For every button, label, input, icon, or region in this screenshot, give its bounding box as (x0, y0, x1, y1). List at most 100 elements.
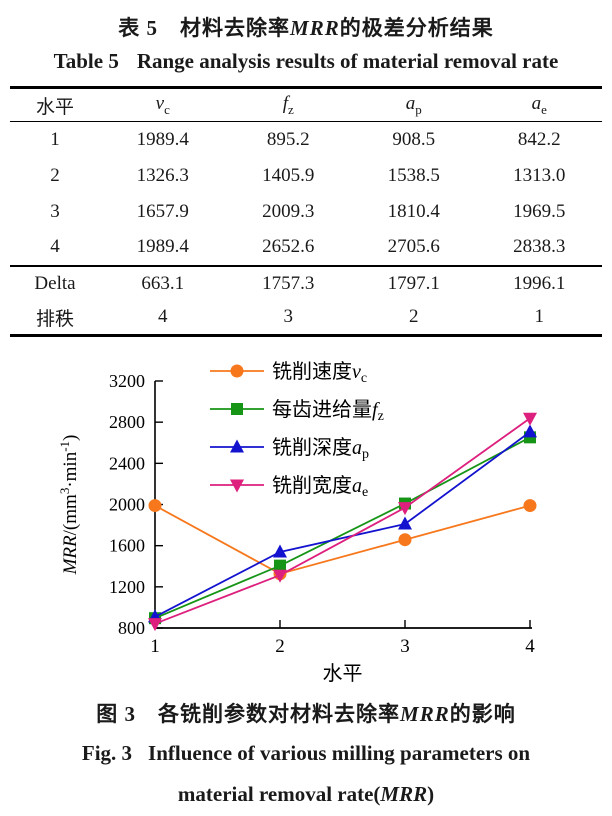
cell-value: 1989.4 (136, 128, 189, 150)
series-marker-3 (398, 502, 412, 516)
series-marker-3 (273, 569, 287, 583)
cell-value: 1657.9 (136, 200, 189, 222)
cell-value: 1989.4 (136, 236, 189, 257)
table-row: 1 1989.4 895.2 908.5 842.2 (10, 122, 602, 158)
cell-value: 1538.5 (387, 164, 440, 186)
x-tick-label: 4 (525, 636, 535, 657)
text-part: v (352, 361, 361, 383)
table-title-en-text: Range analysis results of material remov… (136, 49, 559, 73)
series-marker-0 (398, 533, 412, 547)
cell-value: 842.2 (517, 128, 561, 150)
legend-marker-0 (230, 364, 244, 378)
series-marker-2 (398, 516, 412, 530)
legend-marker-1 (231, 403, 243, 415)
x-tick-label: 2 (275, 636, 285, 657)
column-header-v_c: vc (100, 88, 226, 122)
legend-label-1: 每齿进给量fz (272, 398, 384, 424)
series-line-1 (154, 436, 531, 620)
cell-value: 1810.4 (387, 200, 440, 222)
series-marker-3 (523, 412, 537, 426)
x-axis-title: 水平 (323, 662, 363, 685)
series-marker-2 (273, 544, 287, 558)
series-marker-0 (523, 499, 537, 513)
text-part: c (361, 371, 367, 386)
row-label: 排秩 (35, 308, 74, 330)
text-part: 铣削宽度 (272, 474, 352, 497)
text-part: a (405, 92, 416, 114)
figure-caption-en-text2: material removal rate( (177, 782, 381, 806)
series-marker-2 (523, 424, 537, 438)
text-part: ) (60, 435, 81, 441)
series-line-2 (154, 431, 531, 618)
cell-value: 2 (409, 306, 419, 328)
column-header-水平: 水平 (10, 88, 100, 122)
text-part: z (288, 101, 294, 117)
text-part: e (362, 485, 368, 500)
text-part: v (155, 92, 165, 114)
figure-caption-en-label: Fig. 3 (81, 741, 133, 765)
cell-value: 1797.1 (387, 272, 440, 294)
text-part: c (164, 101, 170, 117)
legend-label-3: 铣削宽度ae (272, 474, 368, 500)
series-marker-3 (148, 618, 162, 632)
text-part: f (282, 92, 288, 114)
row-label: 2 (50, 164, 60, 186)
figure-caption-zh-post: 的影响 (449, 702, 516, 726)
column-header-a_e: ae (477, 88, 603, 122)
table-header-row: 水平 vc fz ap ae (10, 88, 602, 122)
figure-caption-en-text1: Influence of various milling parameters … (148, 741, 531, 765)
text-part: MRR (60, 535, 81, 575)
table-title-en-label: Table 5 (53, 49, 119, 73)
figure-caption-en-line1: Fig. 3 Influence of various milling param… (0, 741, 612, 766)
text-part: 每齿进给量 (272, 398, 372, 421)
x-tick-label: 3 (400, 636, 410, 657)
text-part: 铣削深度 (272, 436, 352, 459)
row-label: 4 (50, 236, 60, 257)
text-part: z (378, 409, 384, 424)
y-tick-label: 2800 (109, 412, 145, 432)
text-part: ·min (60, 451, 81, 487)
text-part: p (415, 101, 422, 117)
cell-value: 1326.3 (136, 164, 189, 186)
table-title-zh-pre: 表 5 材料去除率 (118, 16, 291, 40)
text-part: p (362, 447, 369, 462)
row-label: Delta (34, 272, 76, 294)
text-part: a (531, 92, 542, 114)
cell-value: 4 (158, 306, 168, 328)
summary-row: 排秩 4 3 2 1 (10, 301, 602, 336)
cell-value: 2838.3 (513, 236, 566, 257)
series-marker-0 (148, 499, 162, 513)
row-label: 3 (50, 200, 60, 222)
y-tick-label: 2400 (109, 453, 145, 473)
cell-value: 1405.9 (262, 164, 315, 186)
text-part: a (352, 437, 362, 459)
legend-label-0: 铣削速度vc (272, 360, 367, 386)
x-tick-label: 1 (150, 636, 160, 657)
text-part: 3 (57, 488, 72, 495)
figure-caption-zh: 图 3 各铣削参数对材料去除率MRR的影响 (0, 698, 612, 728)
legend-marker-3 (230, 479, 244, 493)
figure-caption-en-mrr: MRR (380, 782, 428, 806)
figure-caption-zh-mrr: MRR (400, 702, 450, 726)
figure-3-chart: 800 1200 1600 2000 2400 2800 3200 1 2 3 4 MRR/(mm3·… (50, 353, 565, 688)
y-tick-label: 1200 (109, 577, 145, 597)
figure-caption-zh-pre: 图 3 各铣削参数对材料去除率 (96, 702, 401, 726)
table-title-en: Table 5 Range analysis results of materia… (0, 49, 612, 74)
text-part: f (372, 399, 380, 421)
text-part: 铣削速度 (272, 360, 352, 383)
legend-label-2: 铣削深度ap (272, 436, 369, 462)
cell-value: 908.5 (392, 128, 436, 150)
cell-value: 2652.6 (262, 236, 315, 257)
column-header-a_p: ap (351, 88, 477, 122)
cell-value: 3 (283, 306, 294, 328)
y-tick-label: 2000 (109, 495, 145, 515)
table-title-zh: 表 5 材料去除率MRR的极差分析结果 (0, 12, 612, 42)
text-part: 水平 (35, 96, 74, 118)
range-analysis-table: 水平 vc fz ap ae 1 1989.4 895.2 908.5 842.2 2 1326.3… (10, 86, 602, 337)
table-title-zh-post: 的极差分析结果 (339, 16, 494, 40)
figure-caption-en-text3: ) (427, 782, 435, 806)
y-tick-label: 800 (118, 618, 145, 638)
table-row: 3 1657.9 2009.3 1810.4 1969.5 (10, 194, 602, 230)
cell-value: 2705.6 (387, 236, 440, 257)
